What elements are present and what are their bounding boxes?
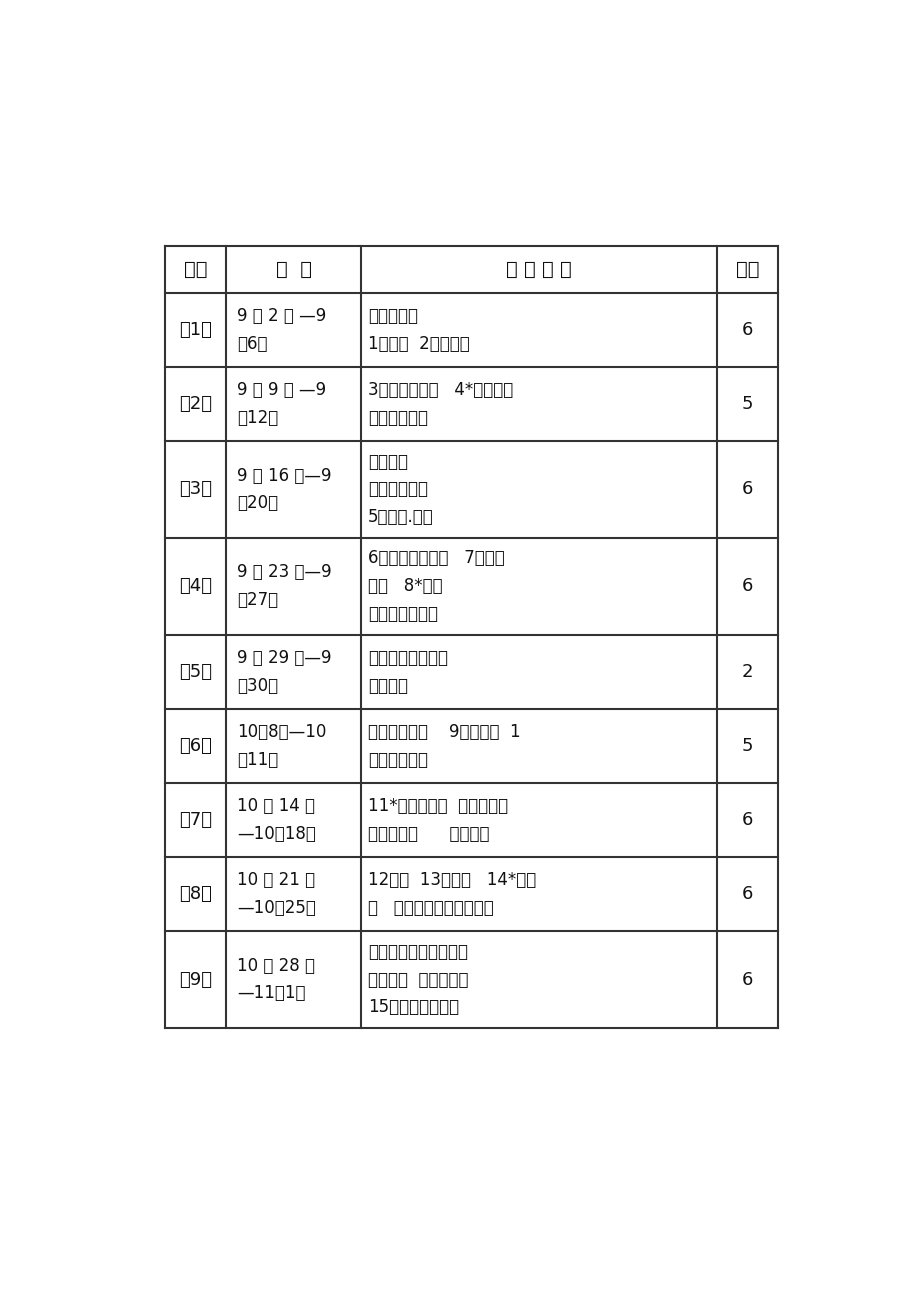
- Text: 习作：多彩的活动
语文园地: 习作：多彩的活动 语文园地: [368, 648, 448, 695]
- Text: 第6周: 第6周: [179, 737, 211, 755]
- Text: 习作：笔尖流出的故事
语文园地  快乐读书吧
15、夏天里的成长: 习作：笔尖流出的故事 语文园地 快乐读书吧 15、夏天里的成长: [368, 943, 469, 1017]
- Text: 周次: 周次: [184, 260, 207, 279]
- Text: 11*故宫博物院  习作：＿让
生活更美好      语文园地: 11*故宫博物院 习作：＿让 生活更美好 语文园地: [368, 797, 508, 842]
- Text: 第4周: 第4周: [179, 577, 212, 595]
- Text: 第5周: 第5周: [179, 663, 212, 681]
- Text: 第二单元检测    9、笹节人  1
宇宙生命之谜: 第二单元检测 9、笹节人 1 宇宙生命之谜: [368, 723, 520, 768]
- Text: 第3周: 第3周: [179, 480, 212, 499]
- Text: 12、桥  13、穷人   14*在柏
林   口语交际：请你支持我: 12、桥 13、穷人 14*在柏 林 口语交际：请你支持我: [368, 871, 536, 917]
- Text: 9 月 9 日 —9
月12日: 9 月 9 日 —9 月12日: [237, 381, 326, 427]
- Text: 10 月 21 日
—10月25日: 10 月 21 日 —10月25日: [237, 871, 315, 917]
- Text: 第7周: 第7周: [179, 811, 212, 829]
- Text: 10 月 14 日
—10月18日: 10 月 14 日 —10月18日: [237, 797, 315, 842]
- Text: 第2周: 第2周: [179, 395, 212, 413]
- Text: 9 月 16 日—9
月20日: 9 月 16 日—9 月20日: [237, 466, 331, 512]
- Text: 10 月 28 日
—11月1日: 10 月 28 日 —11月1日: [237, 957, 314, 1003]
- Text: 教 学 内 容: 教 学 内 容: [505, 260, 572, 279]
- Text: 2: 2: [741, 663, 753, 681]
- Text: 5: 5: [741, 737, 753, 755]
- Text: 6: 6: [741, 811, 753, 829]
- Text: 6: 6: [741, 970, 753, 988]
- Text: 9 月 2 日 —9
月6日: 9 月 2 日 —9 月6日: [237, 307, 326, 353]
- Text: 6: 6: [741, 480, 753, 499]
- Text: 6: 6: [741, 885, 753, 904]
- Text: 5: 5: [741, 395, 753, 413]
- Text: 3、古诗词三首   4*、花之歌
习作：变形记: 3、古诗词三首 4*、花之歌 习作：变形记: [368, 381, 513, 427]
- Text: 6: 6: [741, 320, 753, 339]
- Text: 第9周: 第9周: [179, 970, 212, 988]
- Text: 第1周: 第1周: [179, 320, 211, 339]
- Text: 第8周: 第8周: [179, 885, 211, 904]
- Text: 9 月 23 日—9
月27日: 9 月 23 日—9 月27日: [237, 564, 331, 609]
- Text: 10月8日—10
月11日: 10月8日—10 月11日: [237, 723, 326, 768]
- Text: 6、狼牙山五壮士   7、开国
大曲   8*灯光
口语交际：演讲: 6、狼牙山五壮士 7、开国 大曲 8*灯光 口语交际：演讲: [368, 549, 505, 624]
- Text: 语文园地
第一单元测试
5、七律.长征: 语文园地 第一单元测试 5、七律.长征: [368, 453, 434, 526]
- Text: 开学第一课
1、草原  2、丁香结: 开学第一课 1、草原 2、丁香结: [368, 307, 470, 353]
- Text: 9 月 29 日—9
月30日: 9 月 29 日—9 月30日: [237, 648, 331, 695]
- Text: 节次: 节次: [735, 260, 758, 279]
- Text: 日  期: 日 期: [276, 260, 312, 279]
- Text: 6: 6: [741, 577, 753, 595]
